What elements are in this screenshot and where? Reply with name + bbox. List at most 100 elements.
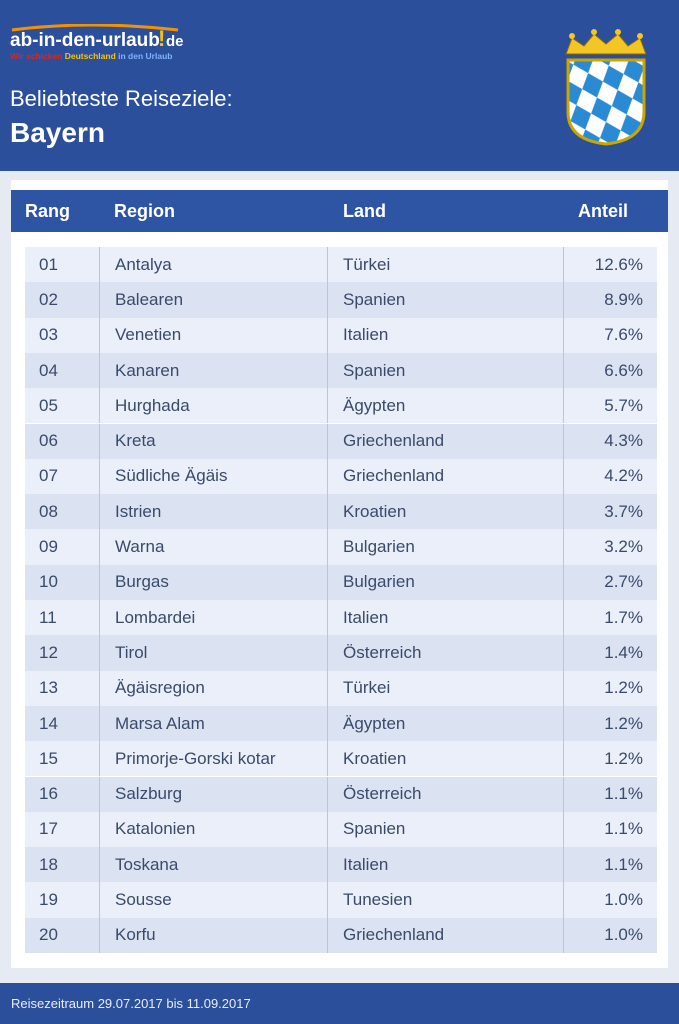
table-cell: 1.2% <box>563 670 657 706</box>
table-cell: 1.1% <box>563 847 657 883</box>
table-cell: 06 <box>39 431 58 451</box>
table-cell: 1.0% <box>563 917 657 953</box>
table-cell: Istrien <box>99 494 327 530</box>
table-row: 01 Antalya Türkei 12.6% <box>25 247 657 283</box>
table-cell: 1.0% <box>563 882 657 918</box>
table-row: 12 Tirol Österreich 1.4% <box>25 635 657 671</box>
table-cell: Marsa Alam <box>99 705 327 742</box>
table-cell: 18 <box>39 854 58 874</box>
table-cell: 4.2% <box>563 458 657 495</box>
table-cell: Griechenland <box>327 458 563 495</box>
table-row: 02 Balearen Spanien 8.9% <box>25 282 657 318</box>
table-cell: 05 <box>39 395 58 415</box>
column-header: Anteil <box>577 200 628 221</box>
table-cell: Kreta <box>99 423 327 459</box>
header: ab-in-den-urlaub ! de Wir schicken Deuts… <box>0 0 679 171</box>
table-cell: Italien <box>327 600 563 636</box>
table-cell: Spanien <box>327 352 563 389</box>
table-row: 10 Burgas Bulgarien 2.7% <box>25 564 657 600</box>
table-row: 05 Hurghada Ägypten 5.7% <box>25 388 657 424</box>
table-cell: 12.6% <box>563 247 657 283</box>
table-cell: 3.2% <box>563 529 657 565</box>
table-cell: 1.1% <box>563 811 657 848</box>
table-cell: Hurghada <box>99 388 327 424</box>
table-cell: Südliche Ägäis <box>99 458 327 495</box>
column-header: Region <box>114 200 175 221</box>
logo-tagline: Wir schicken Deutschland in den Urlaub <box>10 51 172 61</box>
table-row: 18 Toskana Italien 1.1% <box>25 847 657 883</box>
table-cell: 13 <box>39 678 58 698</box>
table-cell: Kroatien <box>327 494 563 530</box>
table-row: 11 Lombardei Italien 1.7% <box>25 600 657 636</box>
table-row: 13 Ägäisregion Türkei 1.2% <box>25 670 657 706</box>
table-cell: 08 <box>39 501 58 521</box>
table-cell: Kroatien <box>327 741 563 777</box>
table-cell: 14 <box>39 713 58 733</box>
table-cell: 6.6% <box>563 352 657 389</box>
table-cell: 20 <box>39 925 58 945</box>
table-cell: Ägypten <box>327 705 563 742</box>
column-header: Rang <box>25 200 70 221</box>
table-cell: 10 <box>39 572 58 592</box>
column-header: Land <box>343 200 386 221</box>
logo: ab-in-den-urlaub ! de Wir schicken Deuts… <box>10 24 184 61</box>
table-cell: 04 <box>39 360 58 380</box>
table-cell: 1.1% <box>563 776 657 812</box>
table-row: 16 Salzburg Österreich 1.1% <box>25 776 657 812</box>
table-cell: Tunesien <box>327 882 563 918</box>
table-cell: 4.3% <box>563 423 657 459</box>
table-cell: Bulgarien <box>327 529 563 565</box>
table-row: 04 Kanaren Spanien 6.6% <box>25 352 657 389</box>
table-row: 07 Südliche Ägäis Griechenland 4.2% <box>25 458 657 495</box>
table-cell: 8.9% <box>563 282 657 318</box>
table-cell: Antalya <box>99 247 327 283</box>
table-cell: 1.4% <box>563 635 657 671</box>
table-cell: 17 <box>39 819 58 839</box>
table-cell: Venetien <box>99 317 327 353</box>
table-cell: Sousse <box>99 882 327 918</box>
table-cell: 01 <box>39 254 58 274</box>
subtitle: Beliebteste Reiseziele: <box>10 86 233 111</box>
tagline-part: Wir schicken <box>10 51 62 61</box>
table-cell: Spanien <box>327 282 563 318</box>
table-cell: Österreich <box>327 635 563 671</box>
table-cell: Kanaren <box>99 352 327 389</box>
table-cell: 7.6% <box>563 317 657 353</box>
table-cell: Italien <box>327 317 563 353</box>
table-header: Rang Region Land Anteil <box>11 190 668 232</box>
table-cell: Primorje-Gorski kotar <box>99 741 327 777</box>
table-cell: 15 <box>39 748 58 768</box>
table-cell: Bulgarien <box>327 564 563 600</box>
table-cell: 3.7% <box>563 494 657 530</box>
table-cell: Türkei <box>327 670 563 706</box>
table-cell: Balearen <box>99 282 327 318</box>
table-cell: 19 <box>39 890 58 910</box>
table-cell: Korfu <box>99 917 327 953</box>
table-cell: Burgas <box>99 564 327 600</box>
footer: Reisezeitraum 29.07.2017 bis 11.09.2017 <box>0 983 679 1024</box>
tagline-part: Deutschland <box>65 51 116 61</box>
table-cell: Ägypten <box>327 388 563 424</box>
table-row: 08 Istrien Kroatien 3.7% <box>25 494 657 530</box>
table-cell: 11 <box>39 607 57 627</box>
title: Bayern <box>10 117 105 148</box>
table-cell: 12 <box>39 642 58 662</box>
table-cell: Ägäisregion <box>99 670 327 706</box>
tagline-part: in den Urlaub <box>118 51 172 61</box>
table-cell: 1.2% <box>563 741 657 777</box>
logo-mark: ! <box>158 26 165 51</box>
table-cell: 16 <box>39 784 58 804</box>
table-cell: 02 <box>39 289 58 309</box>
table-cell: Griechenland <box>327 423 563 459</box>
table-cell: Lombardei <box>99 600 327 636</box>
table-row: 19 Sousse Tunesien 1.0% <box>25 882 657 918</box>
table-row: 03 Venetien Italien 7.6% <box>25 317 657 353</box>
table-cell: Warna <box>99 529 327 565</box>
table-cell: 09 <box>39 537 58 557</box>
table-cell: Toskana <box>99 847 327 883</box>
logo-name: ab-in-den-urlaub <box>10 30 160 51</box>
table-cell: 03 <box>39 325 58 345</box>
table-cell: 2.7% <box>563 564 657 600</box>
table-cell: 5.7% <box>563 388 657 424</box>
